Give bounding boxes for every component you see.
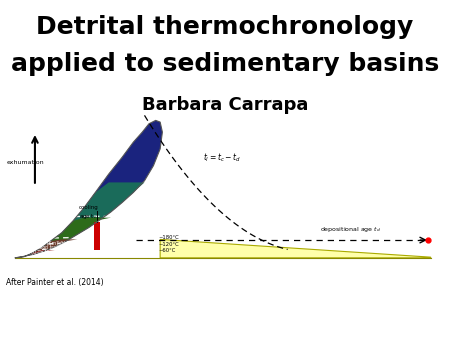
Text: applied to sedimentary basins: applied to sedimentary basins (11, 52, 439, 76)
Polygon shape (15, 183, 162, 258)
Text: exhumation: exhumation (7, 160, 45, 165)
Text: cooling
age t$_c$: cooling age t$_c$ (79, 205, 99, 221)
Polygon shape (15, 239, 162, 258)
Polygon shape (15, 120, 162, 258)
Text: $t_l = t_c - t_d$: $t_l = t_c - t_d$ (202, 151, 241, 164)
Text: apatite fission track: apatite fission track (16, 245, 61, 250)
Text: ~120°C: ~120°C (159, 242, 180, 247)
Text: Detrital thermochronology: Detrital thermochronology (36, 15, 414, 39)
Text: ~180°C: ~180°C (159, 235, 180, 240)
Polygon shape (15, 250, 162, 258)
Text: apatite (U-Th [Sm])/He: apatite (U-Th [Sm])/He (16, 241, 68, 246)
Polygon shape (15, 218, 162, 258)
Polygon shape (160, 239, 431, 258)
Bar (94, 222, 100, 250)
Text: ~60°C: ~60°C (159, 248, 176, 253)
Text: After Painter et al. (2014): After Painter et al. (2014) (6, 279, 104, 288)
Text: zircon (U-Th [Sm])/He: zircon (U-Th [Sm])/He (16, 250, 65, 255)
Text: Barbara Carrapa: Barbara Carrapa (142, 96, 308, 114)
Text: depositional age $t_d$: depositional age $t_d$ (320, 225, 381, 234)
